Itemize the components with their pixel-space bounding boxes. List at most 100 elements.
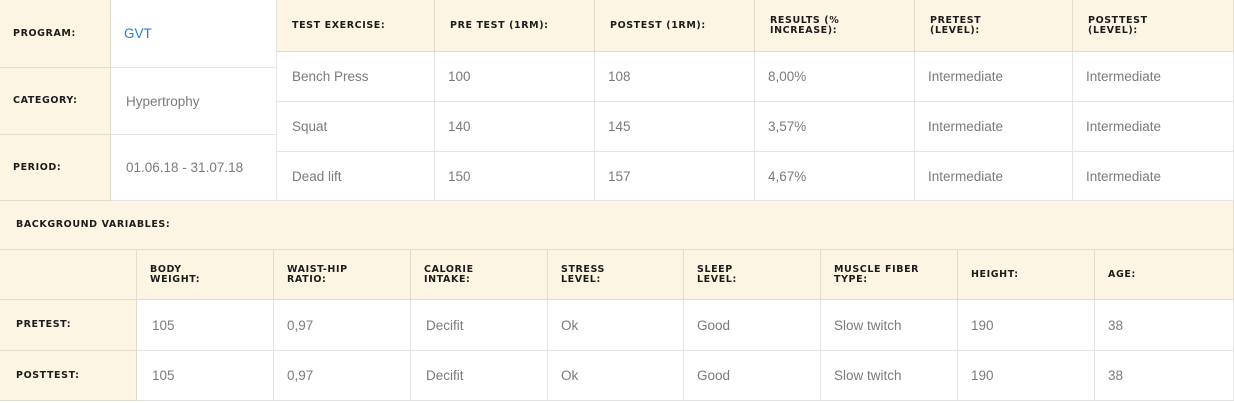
cell-value: Decifit xyxy=(426,317,464,333)
table-cell: Squat xyxy=(277,102,435,152)
test-header-posttest-level: POSTTEST (LEVEL): xyxy=(1073,0,1234,52)
cell-value: Good xyxy=(697,317,731,333)
test-header-label: POSTEST (1RM): xyxy=(610,19,706,31)
cell-value: 0,97 xyxy=(287,317,314,333)
category-label-cell: CATEGORY: xyxy=(0,68,111,135)
table-cell: Ok xyxy=(548,300,684,351)
table-cell: Intermediate xyxy=(1073,52,1234,102)
cell-value: 190 xyxy=(971,317,994,333)
background-header-label: SLEEP LEVEL: xyxy=(697,263,737,285)
cell-value: Ok xyxy=(561,368,579,383)
cell-value: Slow twitch xyxy=(834,368,902,383)
period-label-cell: PERIOD: xyxy=(0,135,111,201)
table-cell: 4,67% xyxy=(755,152,915,201)
table-cell: 0,97 xyxy=(274,351,411,401)
table-cell: 8,00% xyxy=(755,52,915,102)
cell-value: 105 xyxy=(152,368,175,383)
table-cell: Bench Press xyxy=(277,52,435,102)
cell-value: 108 xyxy=(608,69,631,84)
test-header-posttest: POSTEST (1RM): xyxy=(595,0,755,52)
table-cell: Slow twitch xyxy=(821,300,958,351)
test-header-label: POSTTEST (LEVEL): xyxy=(1088,14,1148,36)
cell-value: Intermediate xyxy=(928,168,1004,184)
section-title: BACKGROUND VARIABLES: xyxy=(16,219,171,230)
program-value[interactable]: GVT xyxy=(124,26,152,41)
cell-value: 3,57% xyxy=(768,119,807,134)
background-header: HEIGHT: xyxy=(958,250,1095,300)
pretest-row-label-cell: PRETEST: xyxy=(0,300,137,351)
table-cell: 190 xyxy=(958,351,1095,401)
cell-value: 8,00% xyxy=(768,69,807,84)
cell-value: 38 xyxy=(1108,317,1124,333)
table-cell: Slow twitch xyxy=(821,351,958,401)
test-header-exercise: TEST EXERCISE: xyxy=(277,0,435,52)
table-cell: 105 xyxy=(137,351,274,401)
cell-value: Intermediate xyxy=(928,119,1004,134)
cell-value: 100 xyxy=(448,69,471,84)
table-cell: 108 xyxy=(595,52,755,102)
period-label: PERIOD: xyxy=(13,161,62,173)
test-header-label: PRE TEST (1RM): xyxy=(450,19,549,31)
cell-value: Slow twitch xyxy=(834,317,902,333)
background-header: SLEEP LEVEL: xyxy=(684,250,821,300)
background-header: WAIST-HIP RATIO: xyxy=(274,250,411,300)
background-header-label: BODY WEIGHT: xyxy=(150,263,201,285)
exercise-name: Dead lift xyxy=(292,168,342,184)
row-label: POSTTEST: xyxy=(16,369,80,381)
table-cell: Intermediate xyxy=(1073,152,1234,201)
test-header-label: TEST EXERCISE: xyxy=(292,19,386,31)
table-cell: 145 xyxy=(595,102,755,152)
category-value: Hypertrophy xyxy=(126,93,200,109)
background-header-label: WAIST-HIP RATIO: xyxy=(287,263,348,285)
table-cell: 140 xyxy=(435,102,595,152)
cell-value: Decifit xyxy=(426,368,464,383)
table-cell: Dead lift xyxy=(277,152,435,201)
table-cell: Intermediate xyxy=(915,152,1073,201)
table-cell: Good xyxy=(684,351,821,401)
table-cell: 100 xyxy=(435,52,595,102)
table-cell: 150 xyxy=(435,152,595,201)
background-header: STRESS LEVEL: xyxy=(548,250,684,300)
table-cell: Intermediate xyxy=(915,52,1073,102)
background-header: MUSCLE FIBER TYPE: xyxy=(821,250,958,300)
table-cell: Intermediate xyxy=(915,102,1073,152)
cell-value: 190 xyxy=(971,368,994,383)
table-cell: Decifit xyxy=(411,351,548,401)
cell-value: Intermediate xyxy=(1086,168,1162,184)
exercise-name: Bench Press xyxy=(292,69,369,84)
background-variables-title: BACKGROUND VARIABLES: xyxy=(0,201,1234,250)
test-header-label: RESULTS (% INCREASE): xyxy=(770,14,840,36)
cell-value: 4,67% xyxy=(768,168,807,184)
table-cell: 0,97 xyxy=(274,300,411,351)
background-header-blank xyxy=(0,250,137,300)
background-header: AGE: xyxy=(1095,250,1234,300)
background-header-label: HEIGHT: xyxy=(971,268,1019,280)
test-header-pretest: PRE TEST (1RM): xyxy=(435,0,595,52)
exercise-name: Squat xyxy=(292,119,328,134)
table-cell: 38 xyxy=(1095,300,1234,351)
test-header-results: RESULTS (% INCREASE): xyxy=(755,0,915,52)
background-header-label: CALORIE INTAKE: xyxy=(424,263,474,285)
table-cell: 157 xyxy=(595,152,755,201)
table-cell: Good xyxy=(684,300,821,351)
category-value-cell: Hypertrophy xyxy=(111,68,277,135)
table-cell: 3,57% xyxy=(755,102,915,152)
test-header-pretest-level: PRETEST (LEVEL): xyxy=(915,0,1073,52)
test-header-label: PRETEST (LEVEL): xyxy=(930,14,982,36)
cell-value: Intermediate xyxy=(1086,119,1162,134)
background-header: BODY WEIGHT: xyxy=(137,250,274,300)
cell-value: Intermediate xyxy=(928,69,1004,84)
program-value-cell: GVT xyxy=(111,0,277,68)
cell-value: 105 xyxy=(152,317,175,333)
table-cell: Decifit xyxy=(411,300,548,351)
period-value: 01.06.18 - 31.07.18 xyxy=(126,160,244,175)
background-header: CALORIE INTAKE: xyxy=(411,250,548,300)
cell-value: Good xyxy=(697,368,731,383)
cell-value: 38 xyxy=(1108,368,1124,383)
cell-value: 0,97 xyxy=(287,368,314,383)
row-label: PRETEST: xyxy=(16,319,72,330)
table-cell: Ok xyxy=(548,351,684,401)
table-cell: 38 xyxy=(1095,351,1234,401)
cell-value: 140 xyxy=(448,119,471,134)
background-header-label: MUSCLE FIBER TYPE: xyxy=(834,263,920,285)
